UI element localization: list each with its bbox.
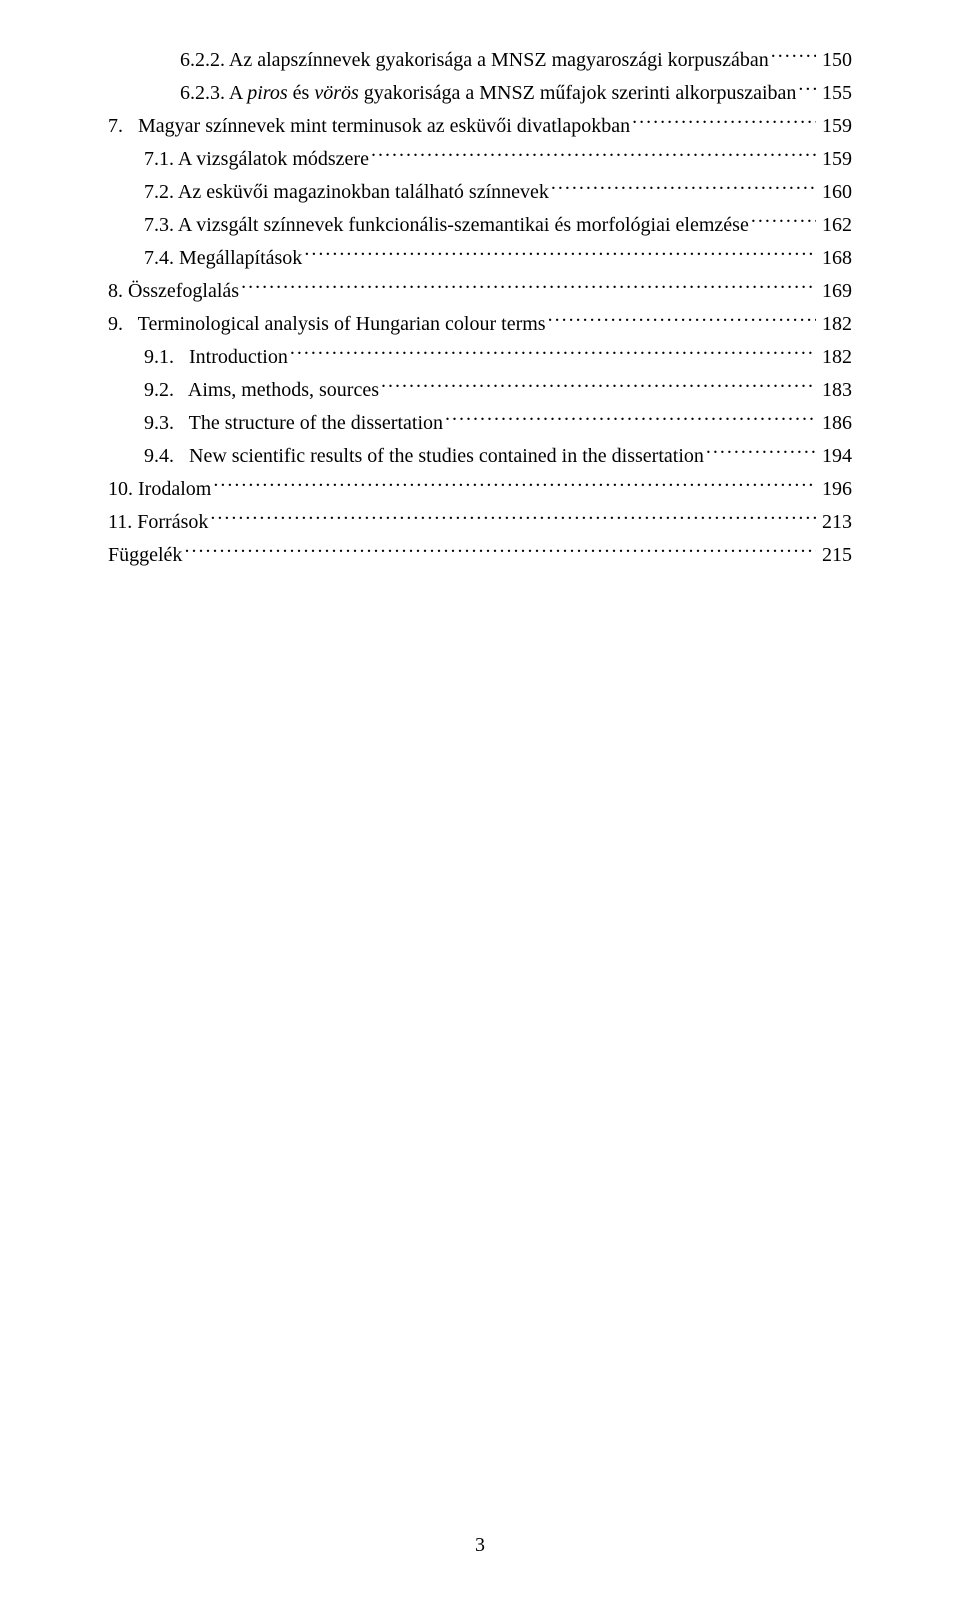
toc-dot-leader: [304, 240, 816, 264]
toc-entry: 9.1. Introduction 182: [108, 339, 852, 372]
toc-entry-label: 9.3. The structure of the dissertation: [144, 408, 443, 438]
toc-dot-leader: [548, 306, 816, 330]
toc-entry-label: 6.2.2. Az alapszínnevek gyakorisága a MN…: [180, 45, 769, 75]
toc-entry: 7.4. Megállapítások 168: [108, 240, 852, 273]
toc-entry-page: 182: [818, 309, 852, 339]
toc-entry-label: 9. Terminological analysis of Hungarian …: [108, 309, 546, 339]
toc-entry: 6.2.3. A piros és vörös gyakorisága a MN…: [108, 75, 852, 108]
toc-entry: 8. Összefoglalás 169: [108, 273, 852, 306]
toc-entry-page: 213: [818, 507, 852, 537]
toc-entry-label: 10. Irodalom: [108, 474, 211, 504]
toc-entry-label: 7.2. Az esküvői magazinokban található s…: [144, 177, 549, 207]
toc-entry-page: 168: [818, 243, 852, 273]
toc-entry-label: 11. Források: [108, 507, 208, 537]
toc-entry-page: 186: [818, 408, 852, 438]
toc-entry: 7.3. A vizsgált színnevek funkcionális-s…: [108, 207, 852, 240]
page-number: 3: [0, 1534, 960, 1557]
toc-dot-leader: [706, 438, 816, 462]
toc-entry-label: 9.1. Introduction: [144, 342, 288, 372]
toc-entry-label: 7.3. A vizsgált színnevek funkcionális-s…: [144, 210, 749, 240]
toc-entry-page: 196: [818, 474, 852, 504]
toc-entry-page: 155: [818, 78, 852, 108]
toc-entry-page: 160: [818, 177, 852, 207]
page-content: 6.2.2. Az alapszínnevek gyakorisága a MN…: [0, 0, 960, 570]
toc-entry: 11. Források 213: [108, 504, 852, 537]
toc-entry: 9.4. New scientific results of the studi…: [108, 438, 852, 471]
toc-dot-leader: [381, 372, 816, 396]
toc-entry: 9.3. The structure of the dissertation 18…: [108, 405, 852, 438]
toc-dot-leader: [445, 405, 816, 429]
toc-entry-label: 7.4. Megállapítások: [144, 243, 302, 273]
toc-entry-page: 182: [818, 342, 852, 372]
toc-entry: 9. Terminological analysis of Hungarian …: [108, 306, 852, 339]
toc-entry-label: 7. Magyar színnevek mint terminusok az e…: [108, 111, 630, 141]
toc-dot-leader: [241, 273, 816, 297]
toc-entry-label: 7.1. A vizsgálatok módszere: [144, 144, 369, 174]
toc-entry-label: 6.2.3. A piros és vörös gyakorisága a MN…: [180, 78, 796, 108]
toc-entry-page: 159: [818, 144, 852, 174]
toc-dot-leader: [290, 339, 816, 363]
toc-entry-page: 194: [818, 441, 852, 471]
toc-entry: 7.2. Az esküvői magazinokban található s…: [108, 174, 852, 207]
toc-entry-page: 215: [818, 540, 852, 570]
toc-dot-leader: [551, 174, 816, 198]
toc-entry-page: 169: [818, 276, 852, 306]
toc-entry: 7. Magyar színnevek mint terminusok az e…: [108, 108, 852, 141]
toc-dot-leader: [632, 108, 816, 132]
toc-entry: 10. Irodalom 196: [108, 471, 852, 504]
toc-entry: Függelék 215: [108, 537, 852, 570]
toc-dot-leader: [371, 141, 816, 165]
toc-entry-label: 8. Összefoglalás: [108, 276, 239, 306]
toc-entry-label: 9.4. New scientific results of the studi…: [144, 441, 704, 471]
toc-entry-label: 9.2. Aims, methods, sources: [144, 375, 379, 405]
toc-entry: 7.1. A vizsgálatok módszere 159: [108, 141, 852, 174]
toc-dot-leader: [751, 207, 816, 231]
toc-entry-page: 159: [818, 111, 852, 141]
toc-entry-label: Függelék: [108, 540, 182, 570]
toc-entry: 6.2.2. Az alapszínnevek gyakorisága a MN…: [108, 42, 852, 75]
toc-dot-leader: [210, 504, 816, 528]
toc-entry-page: 150: [818, 45, 852, 75]
toc-entry: 9.2. Aims, methods, sources 183: [108, 372, 852, 405]
toc-dot-leader: [213, 471, 816, 495]
toc-dot-leader: [771, 42, 816, 66]
toc-entry-page: 183: [818, 375, 852, 405]
toc-dot-leader: [184, 537, 816, 561]
toc-entry-page: 162: [818, 210, 852, 240]
toc-dot-leader: [798, 75, 816, 99]
table-of-contents: 6.2.2. Az alapszínnevek gyakorisága a MN…: [108, 42, 852, 570]
